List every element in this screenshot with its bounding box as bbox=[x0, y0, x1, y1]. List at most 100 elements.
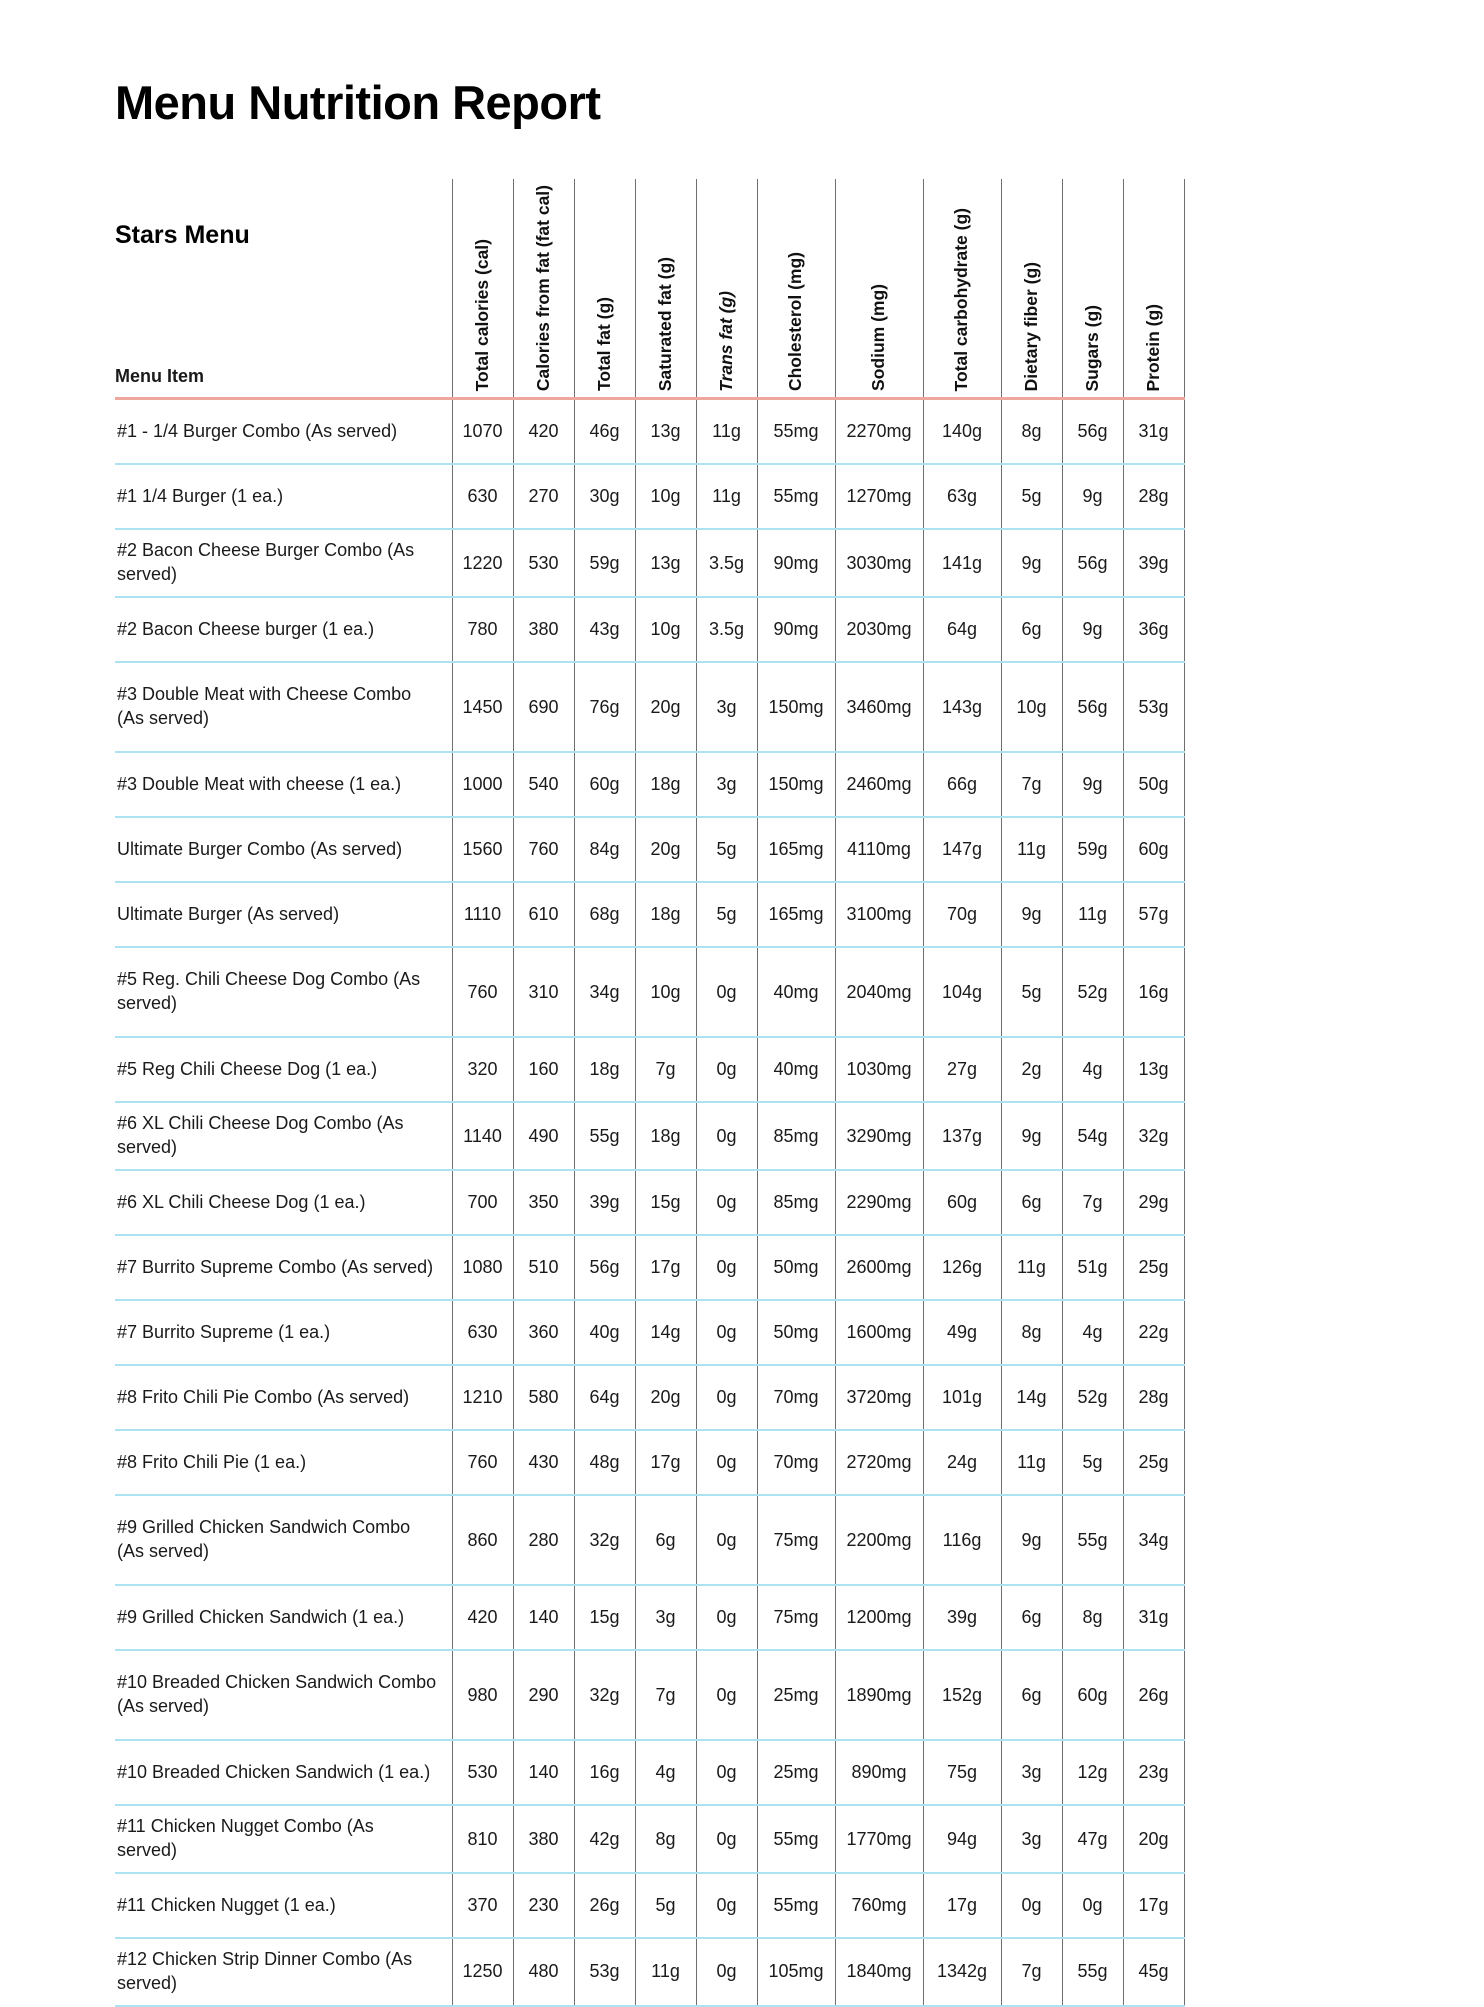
table-row: #3 Double Meat with Cheese Combo (As ser… bbox=[115, 661, 1185, 753]
header-row: Stars Menu Menu Item Total calories (cal… bbox=[115, 179, 1185, 399]
nutrition-value-cell: 8g bbox=[1061, 1584, 1123, 1651]
menu-item-cell: Ultimate Burger Combo (As served) bbox=[115, 816, 452, 883]
nutrition-value-cell: 3.5g bbox=[695, 528, 757, 598]
nutrition-value-cell: 60g bbox=[922, 1169, 1001, 1236]
nutrition-value-cell: 52g bbox=[1061, 946, 1123, 1038]
nutrition-value-cell: 30g bbox=[573, 463, 635, 530]
nutrition-value-cell: 1270mg bbox=[834, 463, 923, 530]
nutrition-value-cell: 54g bbox=[1061, 1101, 1123, 1171]
nutrition-value-cell: 75mg bbox=[756, 1494, 835, 1586]
nutrition-value-cell: 700 bbox=[451, 1169, 513, 1236]
nutrition-value-cell: 3g bbox=[695, 751, 757, 818]
nutrition-value-cell: 0g bbox=[695, 946, 757, 1038]
menu-item-cell: #1 1/4 Burger (1 ea.) bbox=[115, 463, 452, 530]
nutrition-value-cell: 5g bbox=[1000, 946, 1062, 1038]
nutrition-value-cell: 13g bbox=[1122, 1036, 1185, 1103]
nutrition-value-cell: 0g bbox=[695, 1429, 757, 1496]
column-header-label: Total fat (g) bbox=[593, 297, 614, 392]
column-header-label: Sugars (g) bbox=[1081, 304, 1102, 392]
nutrition-value-cell: 10g bbox=[1000, 661, 1062, 753]
menu-item-cell: #1 - 1/4 Burger Combo (As served) bbox=[115, 397, 452, 465]
column-header-label: Total carbohydrate (g) bbox=[951, 207, 972, 392]
nutrition-value-cell: 59g bbox=[573, 528, 635, 598]
nutrition-value-cell: 8g bbox=[1000, 397, 1062, 465]
nutrition-value-cell: 490 bbox=[512, 1101, 574, 1171]
nutrition-value-cell: 3g bbox=[695, 661, 757, 753]
nutrition-value-cell: 3720mg bbox=[834, 1364, 923, 1431]
nutrition-value-cell: 59g bbox=[1061, 816, 1123, 883]
nutrition-value-cell: 26g bbox=[1122, 1649, 1185, 1741]
nutrition-value-cell: 55mg bbox=[756, 1804, 835, 1873]
menu-item-cell: #5 Reg Chili Cheese Dog (1 ea.) bbox=[115, 1036, 452, 1103]
nutrition-value-cell: 16g bbox=[1122, 946, 1185, 1038]
menu-item-header-cell: Stars Menu Menu Item bbox=[115, 179, 452, 399]
nutrition-value-cell: 22g bbox=[1122, 1299, 1185, 1366]
table-row: #11 Chicken Nugget (1 ea.) 370 230 26g 5g 0g 5… bbox=[115, 1871, 1185, 1938]
nutrition-value-cell: 3030mg bbox=[834, 528, 923, 598]
nutrition-value-cell: 5g bbox=[634, 1871, 696, 1938]
nutrition-value-cell: 11g bbox=[1000, 816, 1062, 883]
column-header-sugars: Sugars (g) bbox=[1061, 179, 1123, 399]
nutrition-value-cell: 18g bbox=[573, 1036, 635, 1103]
nutrition-value-cell: 310 bbox=[512, 946, 574, 1038]
nutrition-value-cell: 28g bbox=[1122, 1364, 1185, 1431]
nutrition-value-cell: 6g bbox=[1000, 596, 1062, 663]
nutrition-value-cell: 55g bbox=[1061, 1494, 1123, 1586]
nutrition-value-cell: 12g bbox=[1061, 1739, 1123, 1806]
nutrition-value-cell: 60g bbox=[1122, 816, 1185, 883]
nutrition-value-cell: 1210 bbox=[451, 1364, 513, 1431]
nutrition-value-cell: 0g bbox=[695, 1169, 757, 1236]
page-title: Menu Nutrition Report bbox=[115, 76, 601, 129]
nutrition-value-cell: 1200mg bbox=[834, 1584, 923, 1651]
nutrition-value-cell: 34g bbox=[573, 946, 635, 1038]
nutrition-value-cell: 90mg bbox=[756, 596, 835, 663]
nutrition-value-cell: 17g bbox=[634, 1234, 696, 1301]
nutrition-value-cell: 230 bbox=[512, 1871, 574, 1938]
nutrition-value-cell: 11g bbox=[1000, 1429, 1062, 1496]
table-row: #2 Bacon Cheese Burger Combo (As served)… bbox=[115, 528, 1185, 598]
nutrition-value-cell: 17g bbox=[634, 1429, 696, 1496]
nutrition-value-cell: 10g bbox=[634, 463, 696, 530]
nutrition-value-cell: 50mg bbox=[756, 1234, 835, 1301]
nutrition-value-cell: 1110 bbox=[451, 881, 513, 948]
nutrition-value-cell: 510 bbox=[512, 1234, 574, 1301]
menu-item-cell: #5 Reg. Chili Cheese Dog Combo (As serve… bbox=[115, 946, 452, 1038]
nutrition-value-cell: 480 bbox=[512, 1936, 574, 2007]
nutrition-value-cell: 63g bbox=[922, 463, 1001, 530]
nutrition-table: Stars Menu Menu Item Total calories (cal… bbox=[115, 179, 1185, 2007]
nutrition-value-cell: 137g bbox=[922, 1101, 1001, 1171]
nutrition-value-cell: 1342g bbox=[922, 1936, 1001, 2007]
nutrition-value-cell: 1000 bbox=[451, 751, 513, 818]
nutrition-value-cell: 760 bbox=[451, 1429, 513, 1496]
table-row: #9 Grilled Chicken Sandwich (1 ea.) 420 14… bbox=[115, 1584, 1185, 1651]
nutrition-value-cell: 3g bbox=[634, 1584, 696, 1651]
table-row: #8 Frito Chili Pie (1 ea.) 760 430 48g 17g 0g… bbox=[115, 1429, 1185, 1496]
nutrition-value-cell: 270 bbox=[512, 463, 574, 530]
table-row: #10 Breaded Chicken Sandwich Combo (As s… bbox=[115, 1649, 1185, 1741]
nutrition-value-cell: 0g bbox=[695, 1101, 757, 1171]
nutrition-value-cell: 1600mg bbox=[834, 1299, 923, 1366]
nutrition-value-cell: 17g bbox=[1122, 1871, 1185, 1938]
nutrition-value-cell: 5g bbox=[1061, 1429, 1123, 1496]
nutrition-value-cell: 14g bbox=[634, 1299, 696, 1366]
nutrition-value-cell: 6g bbox=[634, 1494, 696, 1586]
nutrition-value-cell: 0g bbox=[695, 1871, 757, 1938]
nutrition-value-cell: 34g bbox=[1122, 1494, 1185, 1586]
nutrition-value-cell: 143g bbox=[922, 661, 1001, 753]
nutrition-value-cell: 4g bbox=[634, 1739, 696, 1806]
nutrition-value-cell: 360 bbox=[512, 1299, 574, 1366]
nutrition-value-cell: 610 bbox=[512, 881, 574, 948]
nutrition-value-cell: 56g bbox=[1061, 528, 1123, 598]
nutrition-value-cell: 1770mg bbox=[834, 1804, 923, 1873]
nutrition-value-cell: 11g bbox=[695, 463, 757, 530]
table-row: #5 Reg. Chili Cheese Dog Combo (As serve… bbox=[115, 946, 1185, 1038]
column-header-label: Sodium (mg) bbox=[868, 284, 889, 392]
nutrition-value-cell: 36g bbox=[1122, 596, 1185, 663]
menu-item-cell: #8 Frito Chili Pie Combo (As served) bbox=[115, 1364, 452, 1431]
nutrition-value-cell: 9g bbox=[1000, 1101, 1062, 1171]
nutrition-value-cell: 76g bbox=[573, 661, 635, 753]
nutrition-value-cell: 0g bbox=[695, 1936, 757, 2007]
nutrition-value-cell: 10g bbox=[634, 596, 696, 663]
nutrition-value-cell: 5g bbox=[695, 816, 757, 883]
nutrition-value-cell: 55mg bbox=[756, 1871, 835, 1938]
